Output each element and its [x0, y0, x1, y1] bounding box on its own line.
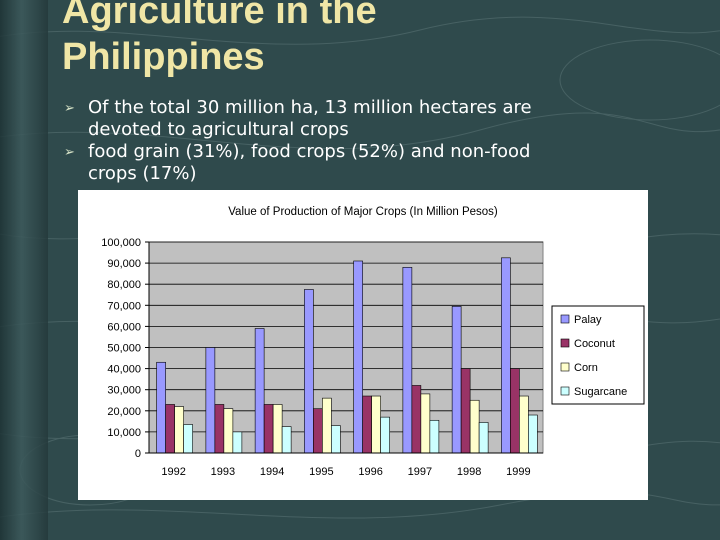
x-tick-label: 1998: [457, 466, 481, 478]
bar-sugarcane: [232, 431, 243, 454]
bar-corn: [322, 397, 332, 454]
arrow-bullet-icon: ➢: [64, 101, 75, 116]
bullet-text-line: food grain (31%), food crops (52%) and n…: [88, 141, 531, 162]
legend-label: Corn: [574, 362, 598, 374]
bullet-item: ➢ Of the total 30 million ha, 13 million…: [64, 97, 684, 141]
y-tick-label: 60,000: [107, 321, 141, 333]
chart-panel: Value of Production of Major Crops (In M…: [78, 190, 648, 500]
bar-corn: [371, 395, 381, 454]
y-tick-label: 100,000: [101, 237, 141, 249]
y-tick-label: 30,000: [107, 385, 141, 397]
y-tick-label: 80,000: [107, 279, 141, 291]
bullet-text-line: Of the total 30 million ha, 13 million h…: [88, 97, 532, 118]
slide-title-line: Agriculture in the: [62, 0, 377, 32]
x-tick-label: 1999: [506, 466, 530, 478]
legend-swatch: [560, 362, 570, 372]
bar-palay: [353, 260, 363, 454]
x-tick-label: 1995: [309, 466, 333, 478]
slide-title-line: Philippines: [62, 36, 265, 78]
x-tick-label: 1993: [211, 466, 235, 478]
bar-sugarcane: [429, 419, 440, 454]
left-decorative-strip: [0, 0, 48, 540]
bar-coconut: [165, 404, 175, 454]
bar-palay: [254, 328, 265, 454]
bar-sugarcane: [331, 425, 341, 454]
bar-palay: [156, 361, 166, 454]
y-tick-label: 40,000: [107, 364, 141, 376]
bullet-text-line: crops (17%): [88, 163, 197, 184]
y-tick-label: 90,000: [107, 258, 141, 270]
legend-label: Sugarcane: [574, 386, 627, 398]
legend-label: Coconut: [574, 338, 615, 350]
legend-swatch: [560, 386, 570, 396]
y-tick-label: 20,000: [107, 406, 141, 418]
bar-coconut: [313, 408, 323, 454]
bar-sugarcane: [281, 426, 292, 454]
bar-palay: [304, 289, 314, 454]
bar-palay: [205, 347, 216, 454]
bar-corn: [420, 393, 431, 454]
bullet-text-line: devoted to agricultural crops: [88, 119, 349, 140]
bar-coconut: [214, 404, 225, 454]
bar-palay: [402, 267, 413, 454]
legend-label: Palay: [574, 314, 602, 326]
bar-corn: [469, 399, 480, 454]
x-tick-label: 1996: [358, 466, 382, 478]
bullet-item: ➢ food grain (31%), food crops (52%) and…: [64, 141, 684, 185]
x-tick-label: 1997: [408, 466, 432, 478]
bar-palay: [501, 257, 511, 454]
bar-corn: [519, 395, 529, 454]
y-tick-label: 10,000: [107, 427, 141, 439]
x-tick-label: 1994: [260, 466, 284, 478]
y-tick-label: 70,000: [107, 300, 141, 312]
bar-coconut: [362, 395, 372, 454]
slide-title: Agriculture in the Philippines: [62, 0, 702, 80]
y-tick-label: 0: [135, 448, 141, 460]
y-tick-label: 50,000: [107, 343, 141, 355]
bar-coconut: [510, 368, 520, 454]
bullet-list: ➢ Of the total 30 million ha, 13 million…: [64, 97, 684, 185]
arrow-bullet-icon: ➢: [64, 145, 75, 160]
bar-corn: [174, 406, 184, 454]
legend-swatch: [560, 314, 570, 324]
bar-sugarcane: [478, 422, 489, 454]
bar-sugarcane: [183, 424, 193, 454]
legend-swatch: [560, 338, 570, 348]
bar-sugarcane: [380, 416, 390, 454]
bar-chart: Value of Production of Major Crops (In M…: [101, 206, 645, 478]
bar-coconut: [263, 404, 274, 454]
x-tick-label: 1992: [161, 466, 185, 478]
bar-coconut: [411, 385, 422, 454]
bar-corn: [272, 404, 283, 454]
chart-title: Value of Production of Major Crops (In M…: [228, 206, 498, 218]
bar-coconut: [460, 368, 471, 454]
bar-corn: [223, 408, 234, 454]
bar-palay: [451, 306, 462, 454]
bar-sugarcane: [528, 414, 538, 454]
